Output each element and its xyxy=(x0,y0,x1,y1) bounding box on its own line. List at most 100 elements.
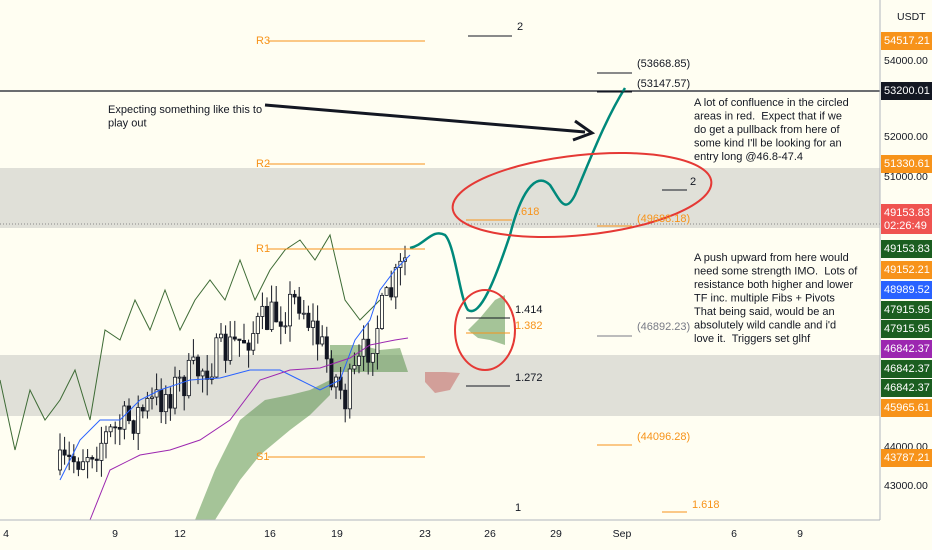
price-label-box xyxy=(881,82,932,100)
arrow-shaft xyxy=(264,103,586,134)
note-line: some kind I'll be looking for an xyxy=(694,137,842,149)
candle-body xyxy=(306,312,311,328)
time-tick: 9 xyxy=(112,528,118,540)
time-tick: 6 xyxy=(731,528,737,540)
candle-body xyxy=(237,338,242,341)
price-label: 49152.21 xyxy=(884,264,930,276)
fib-label: 2 xyxy=(690,176,696,188)
candle-body xyxy=(356,355,361,366)
candle-body xyxy=(375,328,380,354)
price-label: 49153.83 xyxy=(884,207,930,219)
price-tick: 52000.00 xyxy=(884,131,928,143)
candle-body xyxy=(264,305,269,330)
candle-body xyxy=(269,301,274,330)
price-tick: 51000.00 xyxy=(884,171,928,183)
candle-body xyxy=(260,305,265,317)
fib-label: 2 xyxy=(517,21,523,33)
cloud-red xyxy=(425,372,460,393)
price-label-box xyxy=(881,261,932,279)
note-line: TF inc. multiple Fibs + Pivots xyxy=(694,292,835,304)
candle-body xyxy=(145,398,150,412)
candle-body xyxy=(168,394,173,409)
candle-body xyxy=(297,296,302,314)
note-line: That being said, would be an xyxy=(694,306,835,318)
candle-body xyxy=(384,287,389,296)
candle-body xyxy=(255,316,260,334)
price-label: 46842.37 xyxy=(884,343,930,355)
circle-upper xyxy=(451,151,713,239)
time-tick: 12 xyxy=(174,528,186,540)
price-label: 46842.37 xyxy=(884,382,930,394)
price-label: 48989.52 xyxy=(884,284,930,296)
kijun-line xyxy=(89,337,409,521)
pivot-label: R2 xyxy=(256,158,270,170)
candle-body xyxy=(94,458,99,461)
candle-body xyxy=(205,370,210,380)
candle-body xyxy=(58,449,63,471)
candle-body xyxy=(310,320,315,328)
note-line: A lot of confluence in the circled xyxy=(694,97,849,109)
candle-body xyxy=(85,457,90,463)
price-label: 47915.95 xyxy=(884,323,930,335)
tenkan-line xyxy=(59,254,411,481)
candle-body xyxy=(214,337,219,378)
candle-body xyxy=(182,376,187,397)
price-label: 45965.61 xyxy=(884,402,930,414)
price-tick: 43000.00 xyxy=(884,480,928,492)
price-label: 43787.21 xyxy=(884,452,930,464)
price-label-box xyxy=(881,32,932,50)
candle-body xyxy=(122,405,127,430)
candle-body xyxy=(117,426,122,430)
candle-body xyxy=(99,442,104,461)
candle-body xyxy=(108,426,113,433)
price-label: 51330.61 xyxy=(884,158,930,170)
time-tick: 19 xyxy=(331,528,343,540)
zone-upper xyxy=(0,168,880,228)
candle-body xyxy=(366,338,371,363)
candle-body xyxy=(154,389,159,398)
candle-body xyxy=(67,454,72,457)
currency: USDT xyxy=(897,11,926,23)
candle-body xyxy=(292,293,297,298)
price-label: 53200.01 xyxy=(884,85,930,97)
candle-body xyxy=(361,338,366,357)
candle-body xyxy=(315,320,320,345)
price-label: 46842.37 xyxy=(884,363,930,375)
time-tick: 29 xyxy=(550,528,562,540)
price-label: 49153.83 xyxy=(884,243,930,255)
note-line: love it. Triggers set glhf xyxy=(694,333,811,345)
price-label-box xyxy=(881,320,932,338)
candle-body xyxy=(287,293,292,327)
arrow-head xyxy=(572,119,596,142)
circle-lower xyxy=(454,289,516,371)
fib-label: (53147.57) xyxy=(637,78,690,90)
time-tick: 9 xyxy=(797,528,803,540)
note-line: Expecting something like this to xyxy=(108,104,262,116)
candle-body xyxy=(241,340,246,344)
fib-label: 1.272 xyxy=(515,372,543,384)
candle-body xyxy=(131,420,136,434)
ichimoku-cloud xyxy=(195,345,408,520)
price-label: 54517.21 xyxy=(884,35,930,47)
time-tick: Sep xyxy=(613,528,632,540)
note-line: play out xyxy=(108,117,147,129)
candle-body xyxy=(104,431,109,444)
price-label-box xyxy=(881,399,932,417)
time-tick: 26 xyxy=(484,528,496,540)
note-line: areas in red. Expect that if we xyxy=(694,110,842,122)
time-tick: 4 xyxy=(3,528,9,540)
fib-label: .618 xyxy=(518,206,539,218)
price-label-box xyxy=(881,379,932,397)
note-line: absolutely wild candle and i'd xyxy=(694,319,836,331)
candle-body xyxy=(228,336,233,361)
candle-body xyxy=(320,336,325,345)
price-label-box xyxy=(881,360,932,378)
price-label-box xyxy=(881,204,932,234)
fib-label: (49688.18) xyxy=(637,213,690,225)
candle-body xyxy=(177,376,182,379)
price-label-box xyxy=(881,340,932,358)
candle-body xyxy=(347,368,352,410)
fib-label: (53668.85) xyxy=(637,58,690,70)
